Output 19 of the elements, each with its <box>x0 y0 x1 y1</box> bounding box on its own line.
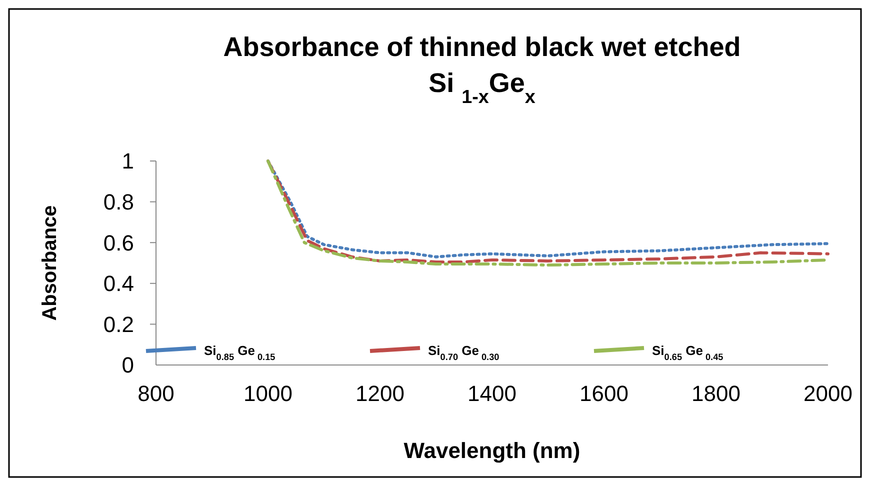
y-tick-label: 1 <box>122 148 134 174</box>
y-tick-label: 0 <box>122 352 134 378</box>
chart-title: Absorbance of thinned black wet etched Si $_{1-x}$Ge$_{x}$ <box>223 32 741 108</box>
y-tick-label: 0.4 <box>103 271 134 296</box>
y-tick-label: 0.2 <box>103 312 134 337</box>
legend-label: Si$_{0.70}$ Ge $_{0.30}$ <box>428 343 500 362</box>
legend-label: Si$_{0.85}$ Ge $_{0.15}$ <box>204 343 276 362</box>
x-tick-label: 1600 <box>580 381 628 406</box>
x-tick-label: 1000 <box>244 381 292 406</box>
legend-label: Si$_{0.65}$ Ge $_{0.45}$ <box>652 343 724 362</box>
x-tick-label: 1200 <box>356 381 404 406</box>
y-tick-label: 0.8 <box>103 190 134 214</box>
x-tick-label: 1400 <box>468 381 516 406</box>
x-axis-title: Wavelength (nm) <box>404 438 580 463</box>
y-axis-title: Absorbance <box>39 205 61 321</box>
x-tick-label: 1800 <box>692 381 740 406</box>
x-tick-label: 800 <box>138 381 174 406</box>
y-tick-label: 0.6 <box>103 230 134 256</box>
x-tick-label: 2000 <box>804 381 852 406</box>
